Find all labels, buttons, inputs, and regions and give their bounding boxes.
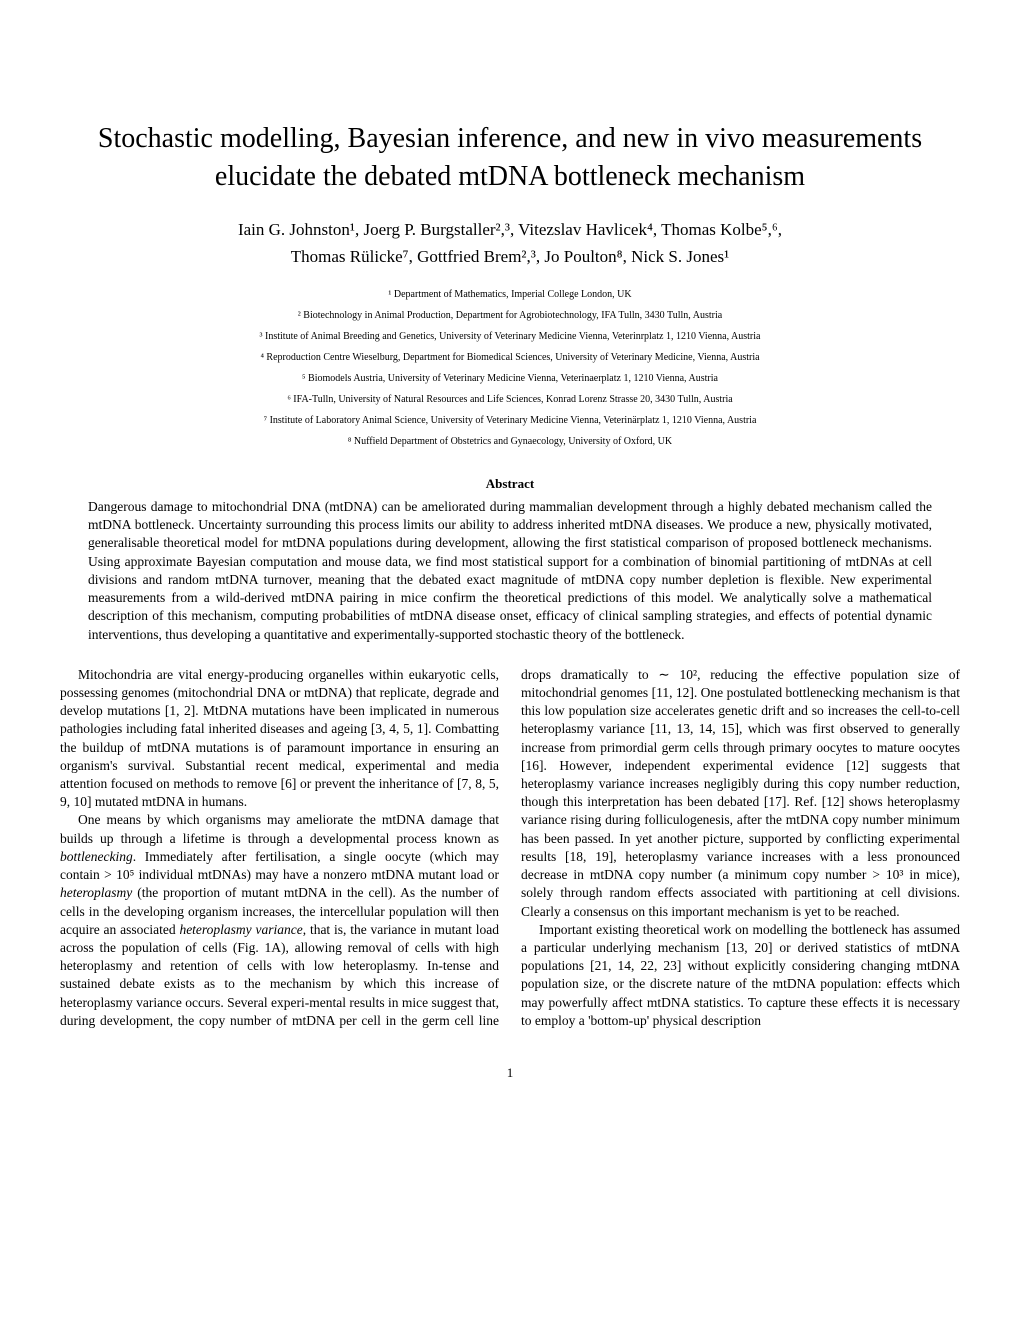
affiliation-3: ³ Institute of Animal Breeding and Genet… xyxy=(60,327,960,346)
paper-title: Stochastic modelling, Bayesian inference… xyxy=(60,120,960,196)
body-columns: Mitochondria are vital energy-producing … xyxy=(60,666,960,1030)
body-paragraph-1: Mitochondria are vital energy-producing … xyxy=(60,666,499,812)
body-paragraph-3: Important existing theoretical work on m… xyxy=(521,921,960,1030)
page-number: 1 xyxy=(60,1065,960,1081)
authors-line-1: Iain G. Johnston¹, Joerg P. Burgstaller²… xyxy=(238,220,782,239)
affiliation-1: ¹ Department of Mathematics, Imperial Co… xyxy=(60,285,960,304)
authors-line-2: Thomas Rülicke⁷, Gottfried Brem²,³, Jo P… xyxy=(291,247,729,266)
abstract-heading: Abstract xyxy=(60,476,960,492)
affiliation-4: ⁴ Reproduction Centre Wieselburg, Depart… xyxy=(60,348,960,367)
affiliation-6: ⁶ IFA-Tulln, University of Natural Resou… xyxy=(60,390,960,409)
affiliation-8: ⁸ Nuffield Department of Obstetrics and … xyxy=(60,432,960,451)
affiliation-2: ² Biotechnology in Animal Production, De… xyxy=(60,306,960,325)
affiliations-block: ¹ Department of Mathematics, Imperial Co… xyxy=(60,285,960,451)
affiliation-5: ⁵ Biomodels Austria, University of Veter… xyxy=(60,369,960,388)
page-container: Stochastic modelling, Bayesian inference… xyxy=(0,0,1020,1121)
abstract-text: Dangerous damage to mitochondrial DNA (m… xyxy=(88,498,932,644)
authors-block: Iain G. Johnston¹, Joerg P. Burgstaller²… xyxy=(60,216,960,270)
affiliation-7: ⁷ Institute of Laboratory Animal Science… xyxy=(60,411,960,430)
